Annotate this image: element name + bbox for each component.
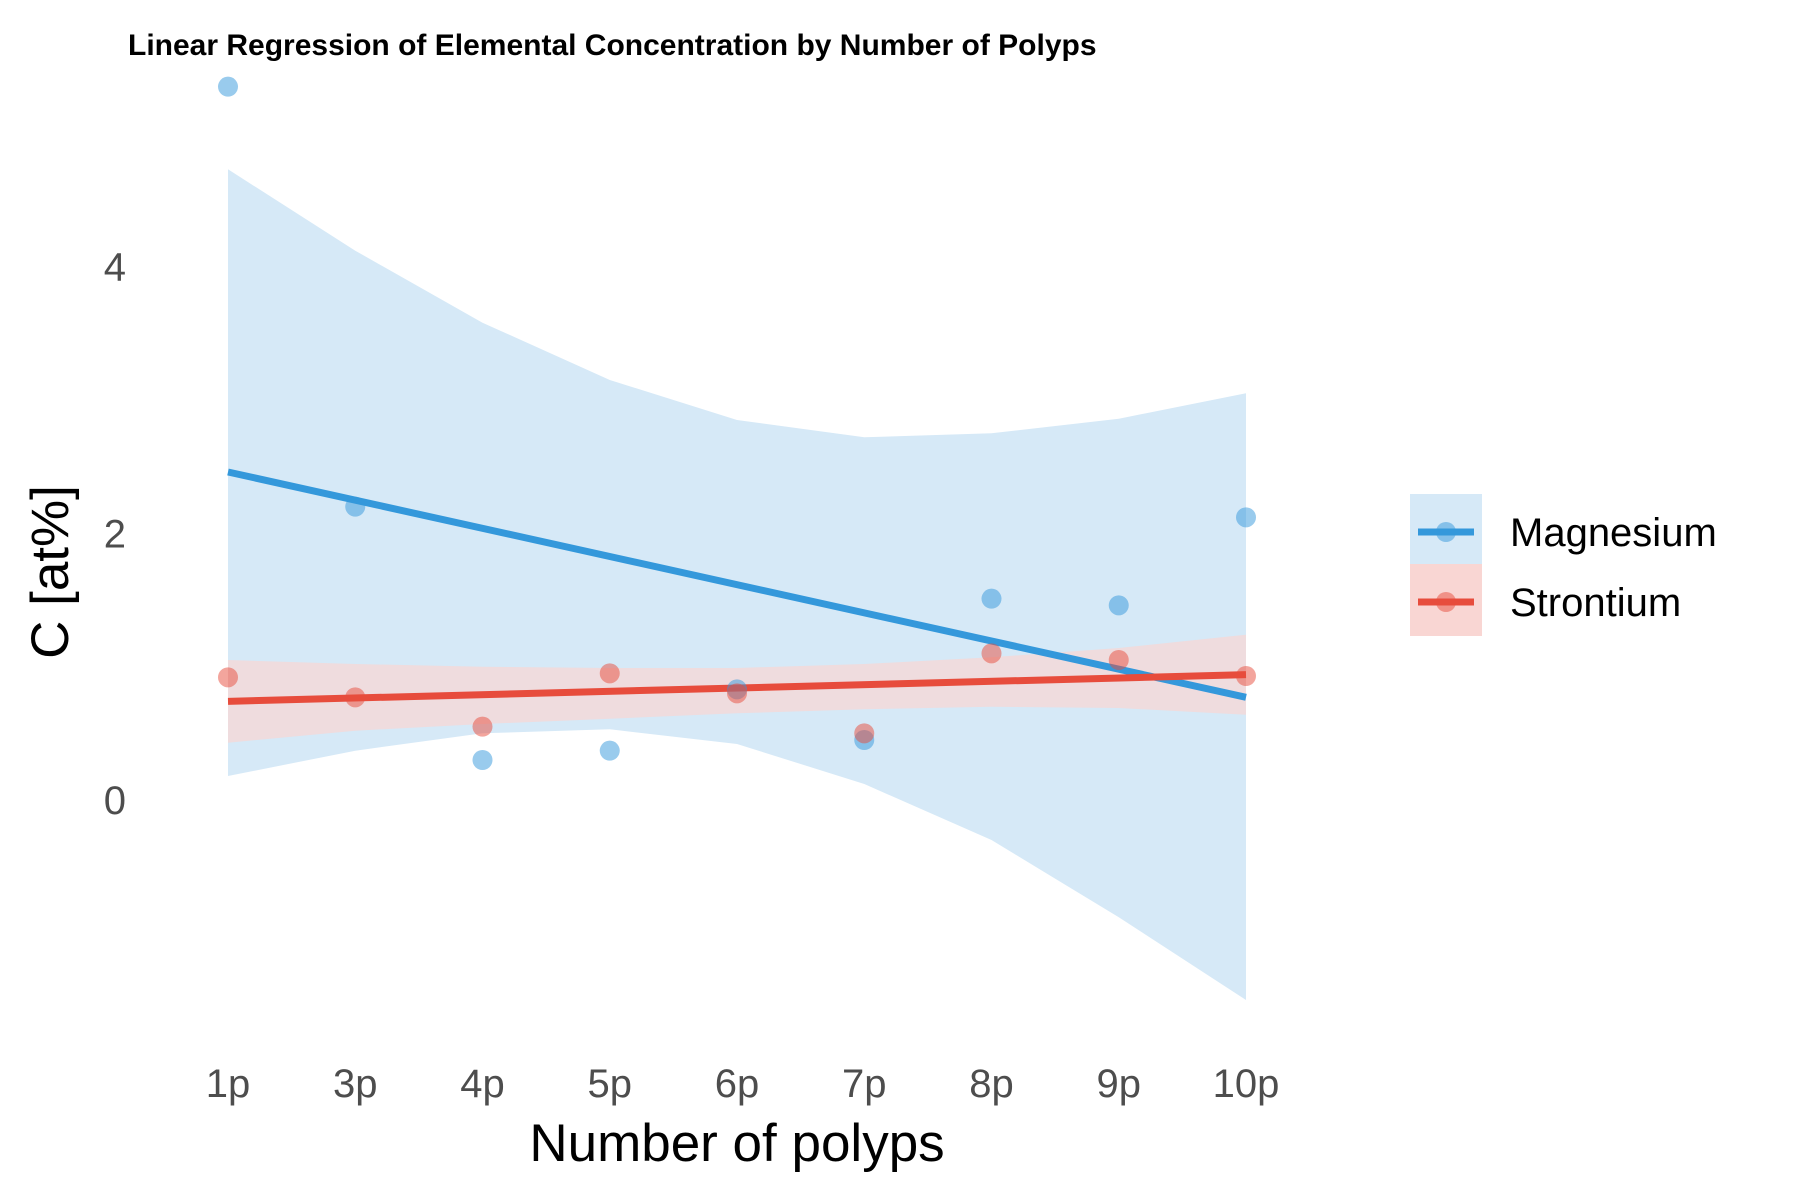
y-axis-title: C [at%] bbox=[21, 485, 80, 659]
point-strontium-6p bbox=[727, 683, 747, 704]
point-strontium-9p bbox=[1108, 650, 1129, 670]
legend-label-strontium: Strontium bbox=[1510, 581, 1681, 625]
data-points bbox=[218, 76, 1256, 770]
x-tick-label-5p: 5p bbox=[588, 1062, 633, 1106]
legend-item-strontium: Strontium bbox=[1410, 564, 1681, 636]
y-tick-label-4: 4 bbox=[104, 246, 126, 290]
point-magnesium-1p bbox=[218, 76, 238, 97]
point-magnesium-10p bbox=[1236, 507, 1256, 528]
y-tick-label-2: 2 bbox=[104, 512, 126, 556]
point-strontium-3p bbox=[345, 687, 366, 708]
y-tick-label-0: 0 bbox=[104, 779, 126, 823]
x-tick-label-4p: 4p bbox=[460, 1062, 505, 1106]
point-strontium-7p bbox=[854, 723, 875, 744]
point-magnesium-3p bbox=[345, 496, 366, 517]
legend-point-magnesium bbox=[1436, 522, 1456, 542]
x-axis-title: Number of polyps bbox=[529, 1114, 944, 1173]
chart-title: Linear Regression of Elemental Concentra… bbox=[128, 29, 1097, 62]
legend-item-magnesium: Magnesium bbox=[1410, 494, 1717, 566]
x-tick-label-9p: 9p bbox=[1097, 1062, 1142, 1106]
point-strontium-10p bbox=[1236, 666, 1256, 686]
legend-point-strontium bbox=[1436, 592, 1456, 612]
point-magnesium-9p bbox=[1108, 595, 1129, 616]
point-strontium-1p bbox=[218, 667, 238, 688]
regression-line-magnesium bbox=[227, 468, 1247, 701]
x-tick-label-1p: 1p bbox=[206, 1062, 251, 1106]
point-strontium-4p bbox=[472, 716, 493, 737]
point-magnesium-8p bbox=[981, 588, 1002, 609]
x-tick-label-6p: 6p bbox=[715, 1062, 760, 1106]
y-axis-ticks: 0 2 4 bbox=[104, 246, 126, 823]
point-strontium-5p bbox=[599, 663, 620, 684]
point-strontium-8p bbox=[981, 643, 1002, 664]
point-magnesium-5p bbox=[599, 740, 620, 761]
legend-label-magnesium: Magnesium bbox=[1510, 511, 1717, 555]
x-tick-label-8p: 8p bbox=[969, 1062, 1014, 1106]
legend: Magnesium Strontium bbox=[1410, 494, 1717, 636]
point-magnesium-4p bbox=[472, 750, 493, 770]
x-tick-label-7p: 7p bbox=[842, 1062, 887, 1106]
x-axis-ticks: 1p 3p 4p 5p 6p 7p 8p 9p 10p bbox=[206, 1062, 1280, 1106]
x-tick-label-3p: 3p bbox=[333, 1062, 378, 1106]
x-tick-label-10p: 10p bbox=[1213, 1062, 1280, 1106]
